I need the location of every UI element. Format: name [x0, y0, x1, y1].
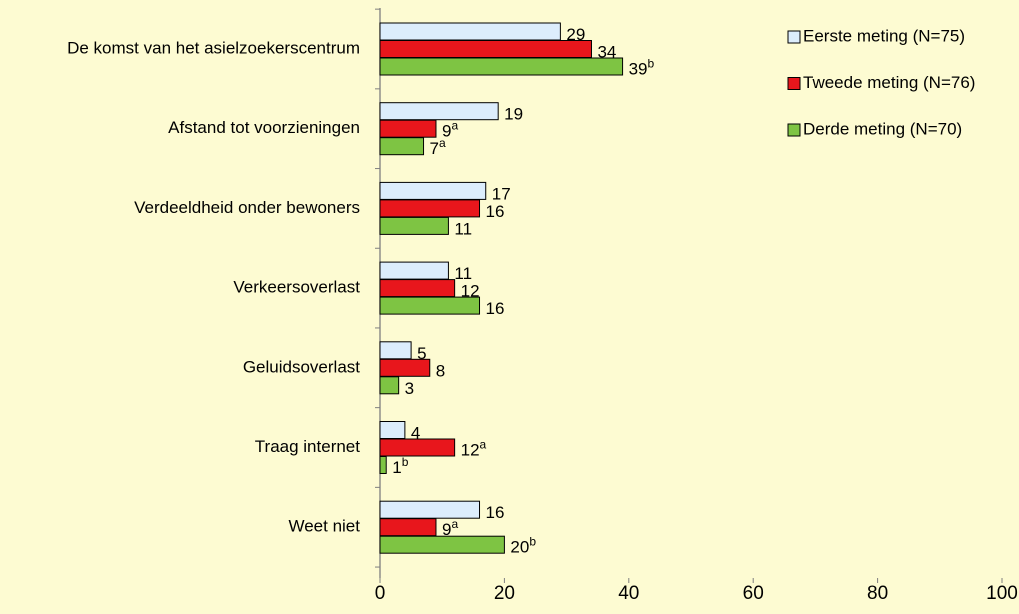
bar [379, 535, 505, 554]
bar [379, 421, 406, 439]
value-label: 1b [392, 455, 408, 477]
bar [379, 216, 449, 235]
value-label: 39b [629, 57, 655, 79]
value-label: 8 [436, 361, 445, 380]
category-label: Afstand tot voorzieningen [168, 118, 360, 137]
bar [379, 438, 456, 457]
category-label: Traag internet [255, 437, 360, 456]
value-label: 29 [566, 25, 585, 44]
value-label: 34 [597, 42, 616, 61]
category-label: Geluidsoverlast [243, 357, 360, 376]
legend-swatch [787, 123, 801, 137]
bar [379, 57, 624, 76]
value-label: 16 [486, 503, 505, 522]
x-tick-label: 40 [618, 583, 639, 604]
bar [379, 181, 487, 200]
value-label: 12 [461, 282, 480, 301]
x-tick-label: 0 [375, 583, 386, 604]
value-label: 11 [454, 219, 472, 238]
value-label: 16 [486, 299, 505, 318]
bar [379, 358, 431, 377]
bar [379, 40, 592, 58]
value-label: 17 [492, 184, 511, 203]
value-label: 12a [461, 438, 487, 460]
value-label: 11 [454, 264, 472, 283]
category-label: Verdeeldheid onder bewoners [134, 198, 360, 217]
bar [379, 376, 400, 395]
legend-swatch [787, 77, 801, 90]
x-tick-label: 100 [986, 583, 1018, 604]
x-tick-label: 20 [494, 583, 515, 604]
value-label: 20b [510, 535, 536, 557]
legend-label: Tweede meting (N=76) [803, 73, 975, 92]
x-tick-label: 80 [867, 583, 888, 604]
value-label: 19 [504, 105, 523, 124]
bar [379, 137, 425, 156]
value-label: 9a [442, 119, 458, 141]
bar [379, 518, 437, 537]
bar [379, 296, 481, 315]
bar [379, 199, 481, 218]
value-label: 16 [486, 202, 505, 221]
value-label: 3 [405, 379, 414, 398]
legend-swatch [787, 30, 801, 44]
bar [379, 261, 449, 280]
legend-label: Derde meting (N=70) [803, 119, 962, 138]
bar [379, 341, 412, 360]
bar [379, 456, 387, 474]
category-label: De komst van het asielzoekerscentrum [67, 38, 360, 57]
value-label: 7a [430, 136, 446, 158]
bar [379, 102, 499, 121]
category-label: Verkeersoverlast [233, 278, 360, 297]
legend-label: Eerste meting (N=75) [803, 26, 965, 45]
bar [379, 119, 437, 138]
bar [379, 22, 561, 41]
x-tick-label: 60 [743, 583, 764, 604]
bar [379, 279, 456, 298]
value-label: 4 [411, 423, 420, 442]
category-label: Weet niet [288, 517, 360, 536]
value-label: 5 [417, 344, 426, 363]
bar [379, 500, 481, 519]
value-label: 9a [442, 517, 458, 539]
